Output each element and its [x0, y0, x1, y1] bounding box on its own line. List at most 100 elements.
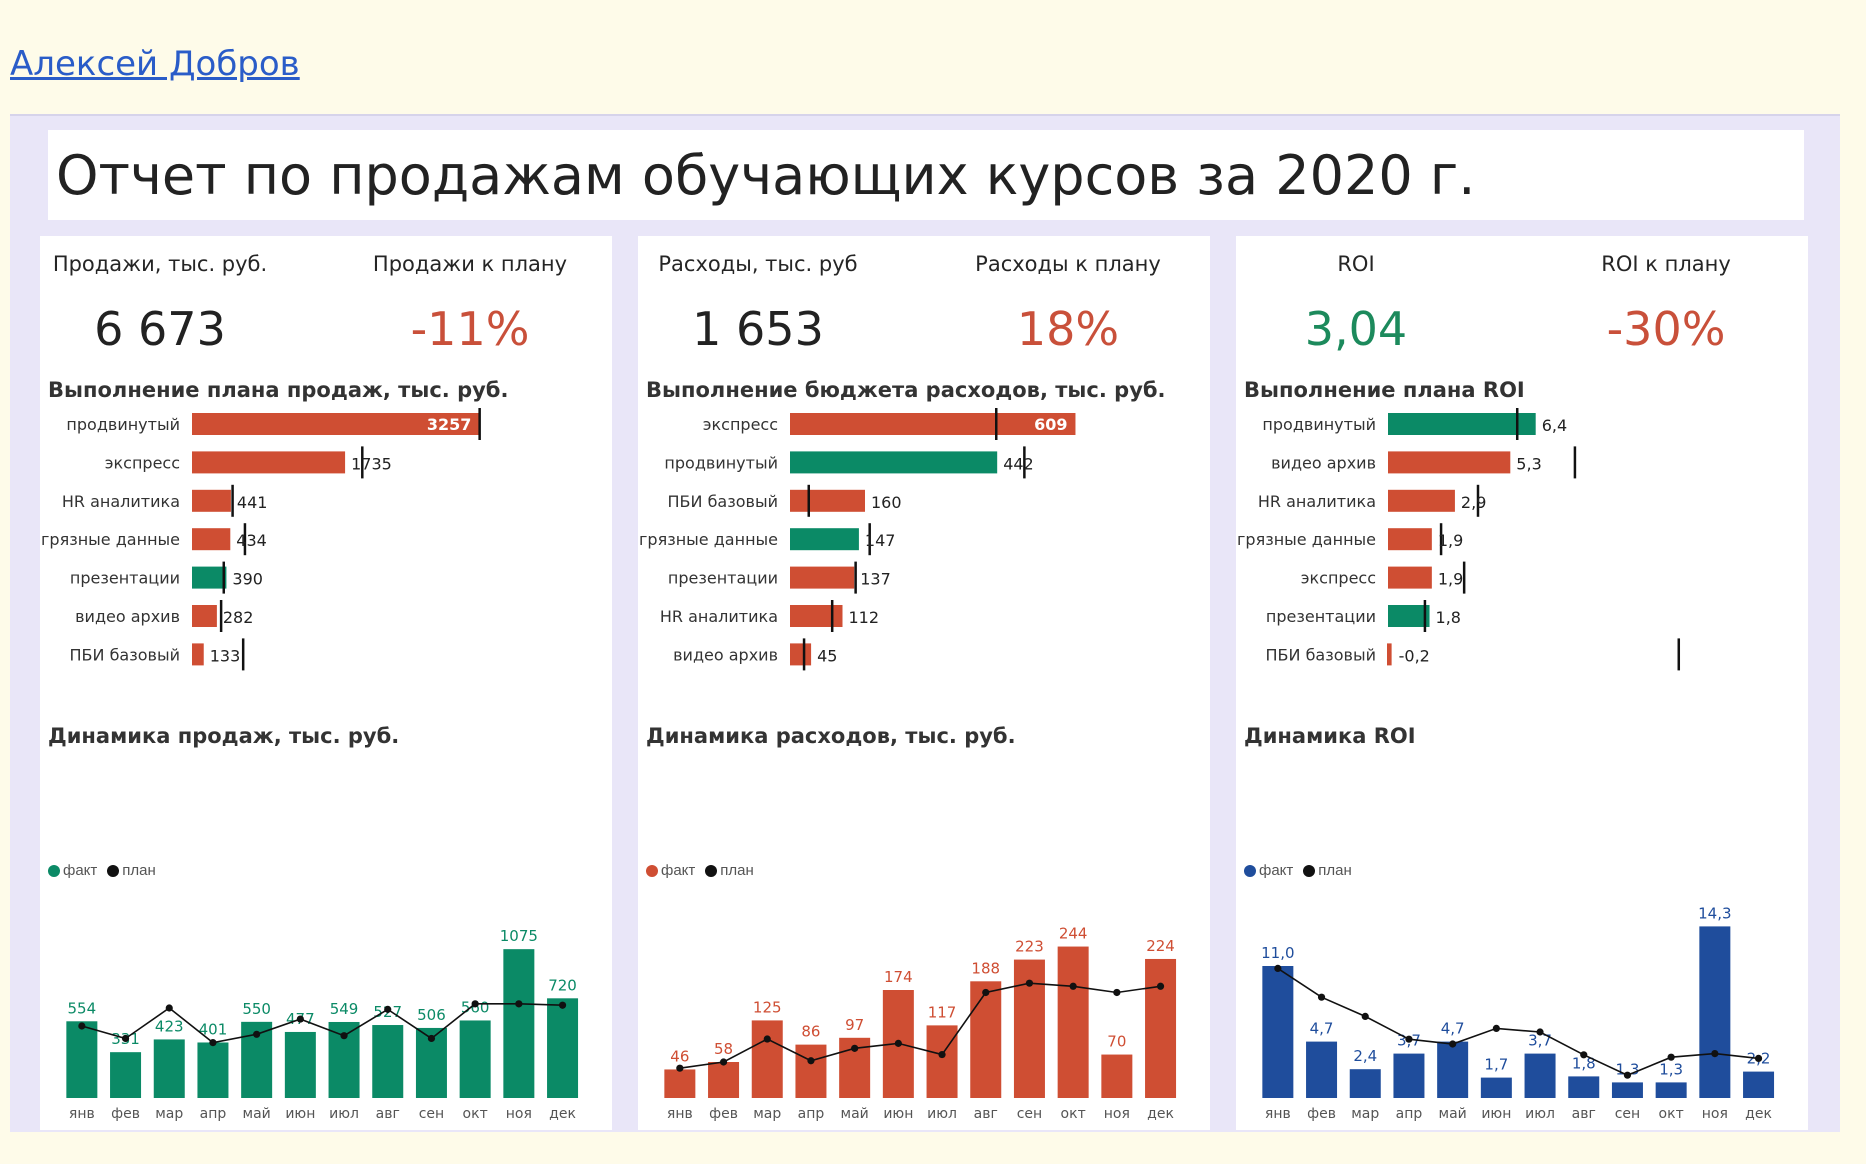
column [1568, 1076, 1600, 1098]
value-label: 554 [68, 999, 97, 1017]
expenses-budget-title: Выполнение бюджета расходов, тыс. руб. [646, 378, 1166, 402]
month-label: мар [155, 1106, 183, 1122]
month-label: ноя [506, 1106, 532, 1122]
category-label: HR аналитика [62, 492, 180, 511]
legend-fact-label: факт [1259, 862, 1294, 879]
legend-plan-marker [107, 864, 120, 877]
month-label: апр [1396, 1106, 1423, 1122]
column [708, 1062, 740, 1098]
kpi-value-sales-vs-plan: -11% [410, 302, 530, 356]
plan-point [253, 1030, 261, 1038]
column [153, 1039, 185, 1098]
bar [192, 413, 480, 435]
category-label: ПБИ базовый [70, 645, 181, 664]
column [664, 1069, 696, 1098]
category-label: видео архив [75, 607, 180, 626]
value-label: 174 [884, 968, 913, 986]
legend-plan-label: план [720, 862, 754, 879]
column [1743, 1071, 1775, 1098]
plan-point [296, 1015, 304, 1023]
month-label: июн [285, 1106, 315, 1122]
category-label: видео архив [673, 645, 778, 664]
plan-point [515, 1000, 523, 1008]
sales-trend-chart: 554янв331фев423мар401апр550май477июн549и… [66, 927, 579, 1122]
month-label: янв [667, 1106, 693, 1122]
month-label: окт [1659, 1106, 1684, 1122]
column [926, 1025, 958, 1098]
value-label: 1,3 [1616, 1060, 1640, 1078]
value-label: 14,3 [1698, 904, 1731, 922]
month-label: окт [463, 1106, 488, 1122]
value-label: 560 [461, 998, 490, 1016]
expenses-trend-chart: 46 янв 58 фев 125 мар 86 апр 97 май 174 июн 117 июл 18… [664, 925, 1177, 1122]
value-label: 720 [548, 976, 577, 994]
column [110, 1052, 142, 1098]
value-label: 401 [199, 1020, 228, 1038]
month-label: мар [1351, 1106, 1379, 1122]
roi-panel: ROI 3,04 ROI к плану -30% Выполнение пла… [1236, 236, 1808, 1130]
expenses-legend: факт план [646, 862, 760, 879]
plan-point [1492, 1024, 1500, 1032]
roi-trend-title: Динамика ROI [1244, 724, 1416, 748]
month-label: ноя [1104, 1106, 1130, 1122]
category-label: HR аналитика [1258, 492, 1376, 511]
plan-point [384, 1005, 392, 1013]
plan-line [1277, 967, 1759, 1077]
bar [790, 566, 855, 589]
data-label: 442 [1003, 454, 1034, 473]
kpi-label-sales: Продажи, тыс. руб. [52, 252, 268, 276]
bar [1388, 566, 1432, 589]
plan-point [1449, 1040, 1457, 1048]
expenses-budget-chart: экспресс 609 продвинутый 442 ПБИ базовый 160 г… [639, 408, 1076, 671]
value-label: 423 [155, 1017, 184, 1035]
data-label: 1735 [351, 454, 392, 473]
roi-plan-chart: продвинутый 6,4 видео архив 5,3 HR аналитика… [1237, 408, 1681, 671]
month-label: дек [549, 1106, 576, 1122]
month-label: май [243, 1106, 271, 1122]
column [1349, 1069, 1381, 1098]
month-label: авг [376, 1106, 400, 1122]
month-label: сен [1017, 1106, 1042, 1122]
legend-fact-label: факт [63, 862, 98, 879]
category-label: экспресс [703, 415, 778, 434]
month-label: дек [1147, 1106, 1174, 1122]
month-label: май [1439, 1106, 1467, 1122]
month-label: фев [709, 1106, 738, 1122]
kpi-label-expenses: Расходы, тыс. руб [658, 252, 858, 276]
sales-plan-chart: продвинутый 3257 экспресс 1735 HR аналитика 4… [41, 408, 481, 671]
kpi-value-expenses-vs-plan: 18% [1016, 302, 1120, 356]
kpi-label-roi-vs-plan: ROI к плану [1601, 252, 1731, 276]
plan-point [1069, 982, 1077, 990]
month-label: фев [111, 1106, 140, 1122]
column [1101, 1054, 1133, 1098]
category-label: ПБИ базовый [668, 492, 779, 511]
month-label: апр [200, 1106, 227, 1122]
legend-plan-label: план [1318, 862, 1352, 879]
column [547, 998, 579, 1098]
value-label: 224 [1146, 937, 1175, 955]
bar [1388, 605, 1430, 627]
plan-line [679, 982, 1161, 1069]
category-label: грязные данные [41, 530, 180, 549]
column [1393, 1053, 1425, 1098]
data-label: 1,8 [1436, 608, 1461, 627]
month-label: май [841, 1106, 869, 1122]
column [1057, 946, 1089, 1098]
author-link[interactable]: Алексей Добров [10, 44, 300, 84]
plan-point [121, 1034, 130, 1043]
kpi-label-sales-vs-plan: Продажи к плану [372, 252, 568, 276]
plan-point [982, 988, 990, 997]
data-label: 5,3 [1516, 454, 1541, 473]
column [1437, 1041, 1469, 1098]
category-label: продвинутый [66, 415, 180, 434]
category-label: ПБИ базовый [1266, 645, 1377, 664]
roi-legend: факт план [1244, 862, 1358, 879]
month-label: ноя [1702, 1106, 1728, 1122]
column [1480, 1077, 1512, 1098]
month-label: янв [69, 1106, 95, 1122]
legend-fact-marker [646, 864, 658, 877]
data-label: 133 [210, 646, 241, 665]
data-label: 147 [865, 531, 896, 550]
bar [1388, 451, 1511, 474]
plan-point [1711, 1050, 1719, 1058]
